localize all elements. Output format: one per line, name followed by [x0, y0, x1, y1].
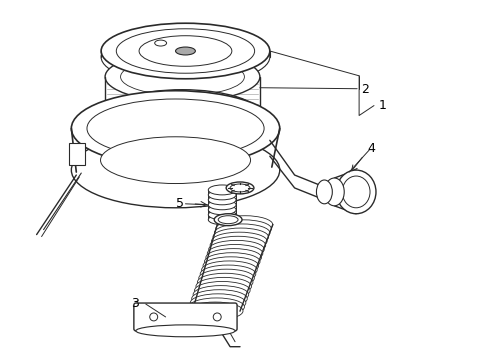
FancyBboxPatch shape: [134, 303, 237, 331]
Ellipse shape: [192, 290, 247, 307]
Ellipse shape: [209, 240, 264, 258]
Ellipse shape: [199, 269, 254, 287]
Ellipse shape: [100, 137, 250, 184]
Ellipse shape: [105, 52, 260, 102]
Ellipse shape: [206, 249, 262, 266]
Ellipse shape: [175, 47, 196, 55]
Ellipse shape: [150, 313, 158, 321]
Ellipse shape: [204, 253, 260, 271]
Ellipse shape: [189, 298, 245, 316]
Ellipse shape: [201, 261, 257, 279]
Ellipse shape: [116, 29, 255, 73]
Ellipse shape: [136, 325, 235, 337]
Ellipse shape: [195, 282, 250, 300]
Ellipse shape: [72, 91, 280, 166]
Ellipse shape: [139, 36, 232, 66]
Ellipse shape: [230, 184, 250, 192]
Text: 4: 4: [367, 142, 375, 155]
Ellipse shape: [196, 278, 251, 295]
Ellipse shape: [155, 40, 167, 46]
Ellipse shape: [317, 180, 332, 204]
Ellipse shape: [188, 302, 243, 320]
Ellipse shape: [208, 215, 236, 225]
Ellipse shape: [218, 216, 238, 224]
Ellipse shape: [213, 313, 221, 321]
Text: 1: 1: [379, 99, 387, 112]
Ellipse shape: [208, 210, 236, 220]
Ellipse shape: [342, 176, 370, 208]
Ellipse shape: [203, 257, 259, 275]
Ellipse shape: [193, 285, 249, 303]
Ellipse shape: [216, 220, 271, 238]
Ellipse shape: [87, 99, 264, 158]
Bar: [70, 143, 85, 165]
Ellipse shape: [213, 228, 269, 246]
Text: 5: 5: [175, 197, 184, 210]
Ellipse shape: [207, 244, 263, 262]
Ellipse shape: [324, 178, 344, 206]
Ellipse shape: [208, 205, 236, 215]
Ellipse shape: [121, 58, 245, 95]
Ellipse shape: [208, 200, 236, 210]
Ellipse shape: [210, 236, 266, 254]
Ellipse shape: [105, 90, 260, 139]
Ellipse shape: [208, 195, 236, 205]
Ellipse shape: [226, 182, 254, 194]
Ellipse shape: [72, 132, 280, 208]
Ellipse shape: [197, 273, 253, 291]
Ellipse shape: [212, 232, 267, 250]
Ellipse shape: [215, 224, 270, 242]
Ellipse shape: [200, 265, 256, 283]
Ellipse shape: [217, 216, 273, 234]
Ellipse shape: [208, 185, 236, 195]
Text: 3: 3: [131, 297, 139, 310]
Ellipse shape: [214, 214, 242, 226]
Ellipse shape: [101, 23, 270, 79]
Ellipse shape: [101, 29, 270, 85]
Ellipse shape: [336, 170, 376, 214]
Text: 2: 2: [361, 83, 369, 96]
Ellipse shape: [190, 294, 246, 312]
Ellipse shape: [208, 190, 236, 200]
